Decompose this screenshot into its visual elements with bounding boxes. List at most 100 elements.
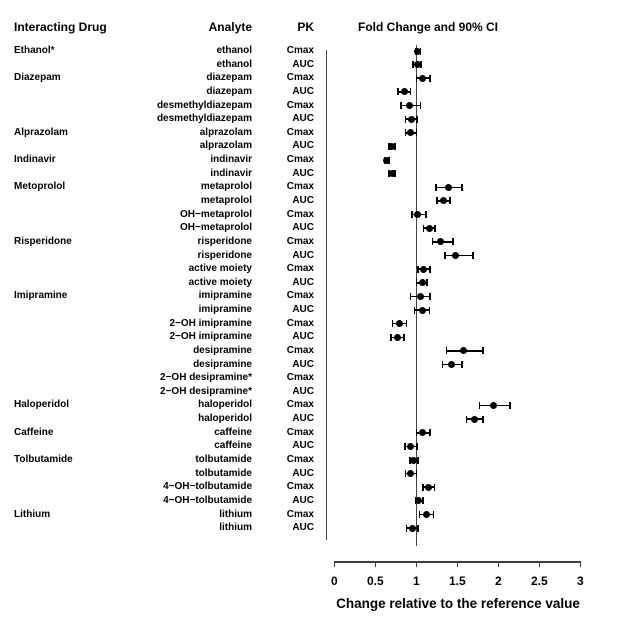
analyte-label: desipramine — [193, 358, 252, 370]
analyte-label: 2−OH desipramine* — [160, 372, 252, 384]
analyte-label: OH−metaprolol — [180, 208, 252, 220]
pk-label: Cmax — [286, 454, 314, 466]
point-estimate-marker — [416, 292, 424, 300]
point-estimate-marker — [439, 197, 447, 205]
column-separator-line — [325, 50, 327, 540]
ci-cap-left — [415, 279, 418, 287]
ci-cap-left — [445, 347, 448, 355]
ci-cap-left — [412, 61, 414, 69]
ci-cap-left — [411, 211, 413, 219]
analyte-label: indinavir — [210, 167, 252, 179]
pk-label: Cmax — [286, 235, 314, 247]
ci-cap-left — [399, 102, 402, 110]
ci-cap-right — [409, 88, 412, 96]
ci-cap-right — [433, 483, 436, 491]
pk-label: Cmax — [286, 399, 314, 411]
ci-cap-left — [444, 252, 446, 259]
x-axis-title: Change relative to the reference value — [336, 596, 580, 611]
ci-cap-left — [435, 183, 437, 191]
point-estimate-marker — [413, 61, 421, 69]
ci-cap-right — [508, 401, 511, 409]
ci-cap-right — [461, 183, 463, 191]
pk-label: AUC — [292, 385, 314, 397]
plot-title: Fold Change and 90% CI — [358, 20, 499, 34]
x-axis-tick-label: 0 — [330, 574, 338, 588]
column-header-analyte: Analyte — [208, 20, 252, 34]
drug-label: Alprazolam — [14, 126, 68, 138]
ci-cap-left — [404, 442, 406, 450]
pk-label: Cmax — [286, 317, 314, 329]
analyte-label: desmethyldiazepam — [156, 99, 252, 111]
drug-label: Diazepam — [14, 72, 61, 84]
analyte-label: metaprolol — [200, 194, 252, 206]
point-estimate-marker — [389, 170, 397, 178]
ci-cap-left — [404, 129, 407, 137]
analyte-label: diazepam — [206, 85, 252, 97]
pk-label: Cmax — [286, 290, 314, 302]
analyte-label: alprazolam — [199, 140, 252, 152]
ci-cap-right — [420, 61, 422, 69]
pk-label: AUC — [292, 58, 314, 70]
pk-label: Cmax — [286, 99, 314, 111]
analyte-label: ethanol — [216, 45, 252, 56]
analyte-label: haloperidol — [198, 399, 252, 411]
ci-cap-right — [428, 306, 431, 314]
point-estimate-marker — [396, 320, 404, 328]
point-estimate-marker — [414, 211, 422, 219]
ci-cap-right — [415, 129, 418, 137]
pk-label: Cmax — [286, 45, 314, 56]
pk-label: AUC — [292, 249, 314, 261]
drug-label: Risperidone — [14, 235, 72, 247]
pk-label: AUC — [292, 140, 314, 152]
analyte-label: OH−metaprolol — [180, 222, 252, 234]
analyte-label: risperidone — [197, 249, 252, 261]
ci-cap-right — [434, 224, 436, 232]
analyte-label: indinavir — [210, 154, 252, 166]
ci-cap-right — [472, 252, 474, 259]
analyte-label: 2−OH imipramine — [169, 331, 252, 343]
ci-cap-left — [397, 88, 400, 96]
analyte-label: active moiety — [188, 276, 252, 288]
analyte-label: diazepam — [206, 72, 252, 84]
pk-label: Cmax — [286, 372, 314, 384]
pk-label: Cmax — [286, 181, 314, 193]
x-axis-tick — [456, 561, 459, 567]
point-estimate-marker — [408, 524, 416, 532]
point-estimate-marker — [420, 265, 428, 273]
analyte-label: caffeine — [214, 426, 252, 438]
x-axis-tick-label: 1.5 — [448, 574, 466, 588]
drug-label: Lithium — [14, 508, 51, 520]
ci-cap-left — [413, 306, 416, 314]
analyte-label: haloperidol — [198, 413, 252, 425]
pk-label: Cmax — [286, 263, 314, 275]
pk-label: AUC — [292, 331, 314, 343]
x-axis-tick-label: 1 — [412, 574, 420, 588]
ci-cap-right — [461, 361, 463, 369]
reference-line — [415, 45, 417, 546]
ci-cap-right — [416, 442, 418, 450]
x-axis-tick — [497, 561, 500, 567]
x-axis-tick — [333, 561, 336, 567]
ci-cap-left — [404, 115, 407, 123]
analyte-label: 4−OH−tolbutamide — [163, 494, 252, 506]
analyte-label: caffeine — [214, 440, 252, 452]
drug-label: Metoprolol — [14, 181, 66, 193]
ci-cap-right — [417, 456, 419, 464]
ci-cap-right — [429, 292, 432, 300]
point-estimate-marker — [383, 156, 391, 164]
ci-cap-left — [418, 511, 421, 519]
drug-label: Indinavir — [14, 154, 56, 166]
ci-cap-right — [419, 102, 422, 110]
column-header-pk: PK — [297, 20, 314, 34]
pk-label: Cmax — [286, 72, 314, 84]
analyte-label: desmethyldiazepam — [156, 113, 252, 125]
ci-cap-left — [404, 470, 407, 478]
drug-label: Imipramine — [14, 290, 68, 302]
point-estimate-marker — [425, 224, 433, 232]
point-estimate-marker — [489, 401, 497, 409]
point-estimate-marker — [407, 129, 415, 137]
pk-label: AUC — [292, 522, 314, 534]
pk-label: Cmax — [286, 208, 314, 220]
analyte-label: lithium — [219, 508, 252, 520]
